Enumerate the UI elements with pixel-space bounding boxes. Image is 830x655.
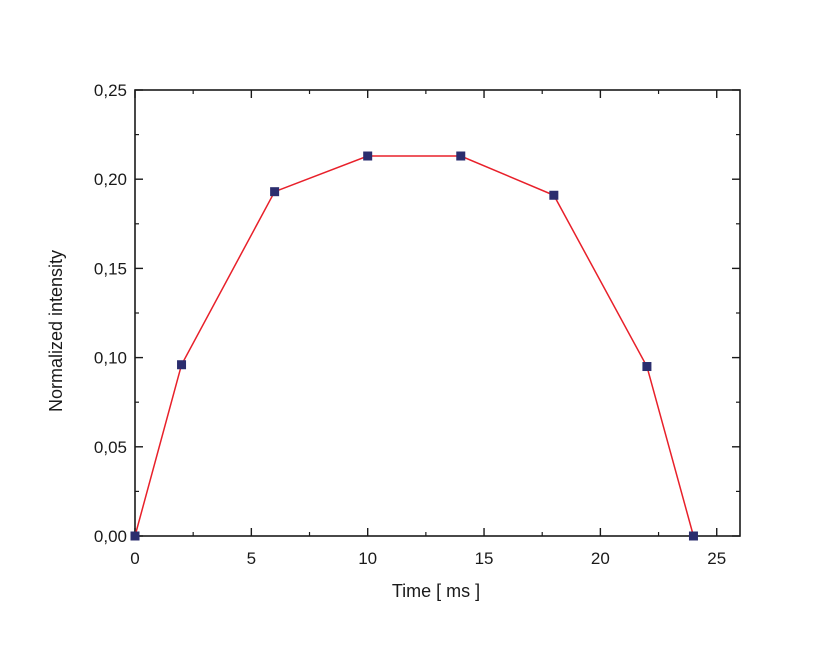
plot-area-border: [134, 89, 741, 537]
y-tick-label: 0,25: [94, 81, 127, 100]
series-line: [134, 155, 695, 537]
data-point-marker: [363, 151, 373, 161]
series-lines: [134, 155, 695, 537]
x-tick-label: 20: [591, 549, 610, 568]
x-tick-label: 10: [358, 549, 377, 568]
axis-ticks: [134, 89, 740, 537]
data-point-marker: [688, 531, 698, 541]
x-tick-labels: 0 5 10 15 20 25: [130, 549, 726, 568]
plot-frame: [134, 89, 741, 537]
data-point-marker: [549, 190, 559, 200]
x-tick-label: 5: [247, 549, 256, 568]
y-tick-label: 0,15: [94, 259, 127, 278]
y-tick-label: 0,05: [94, 438, 127, 457]
data-point-marker: [456, 151, 466, 161]
data-point-marker: [270, 187, 280, 197]
y-tick-labels: 0,00 0,05 0,10 0,15 0,20 0,25: [94, 81, 127, 546]
y-axis-label: Normalized intensity: [46, 250, 66, 412]
x-axis-label: Time [ ms ]: [392, 581, 480, 601]
y-tick-label: 0,20: [94, 170, 127, 189]
data-point-marker: [177, 360, 187, 370]
data-point-marker: [642, 362, 652, 372]
x-tick-label: 0: [130, 549, 139, 568]
y-tick-label: 0,10: [94, 349, 127, 368]
x-tick-label: 25: [707, 549, 726, 568]
y-tick-label: 0,00: [94, 527, 127, 546]
x-tick-label: 15: [475, 549, 494, 568]
series-markers: [130, 151, 698, 541]
data-point-marker: [130, 531, 140, 541]
